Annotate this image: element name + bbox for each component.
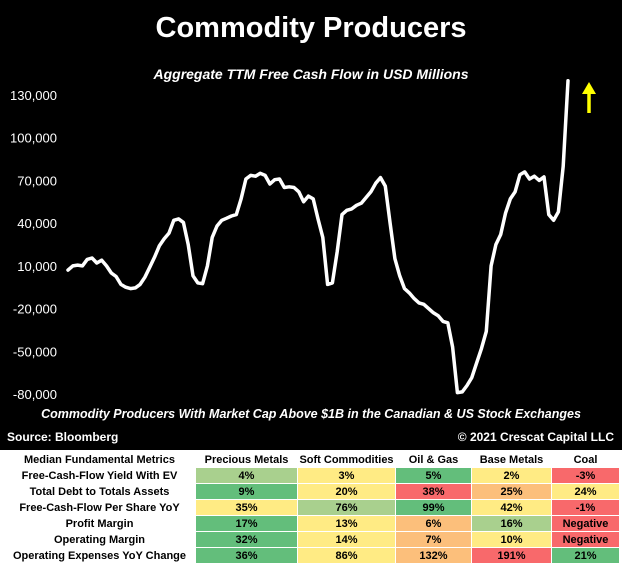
- metric-value-cell: 76%: [297, 499, 396, 516]
- line-chart: 130,000 100,000 70,000 40,000 10,000 -20,000 -…: [10, 79, 596, 402]
- metric-label: Operating Expenses YoY Change: [3, 547, 196, 564]
- metric-value-cell: 10%: [471, 531, 552, 548]
- metric-value-cell: 7%: [395, 531, 472, 548]
- metric-value-cell: 6%: [395, 515, 472, 532]
- metric-value-cell: Negative: [551, 531, 620, 548]
- y-tick-label: 130,000: [10, 88, 57, 103]
- table-header-row: Median Fundamental Metrics Precious Metal…: [3, 452, 620, 468]
- table-header-column: Oil & Gas: [395, 452, 472, 468]
- metric-value-cell: 25%: [471, 483, 552, 500]
- chart-title: Commodity Producers: [155, 12, 467, 44]
- y-tick-label: 100,000: [10, 131, 57, 146]
- chart-panel: 130,000 100,000 70,000 40,000 10,000 -20,000 -…: [0, 0, 622, 450]
- metric-value-cell: 16%: [471, 515, 552, 532]
- metric-value-cell: 13%: [297, 515, 396, 532]
- fcf-series-line: [66, 79, 570, 395]
- metric-value-cell: 20%: [297, 483, 396, 500]
- metric-value-cell: 2%: [471, 467, 552, 484]
- y-tick-label: 70,000: [17, 173, 57, 188]
- metric-value-cell: 4%: [195, 467, 298, 484]
- source-label: Source: Bloomberg: [7, 430, 119, 444]
- metric-value-cell: 17%: [195, 515, 298, 532]
- y-tick-label: -20,000: [13, 302, 57, 317]
- table-row: Free-Cash-Flow Per Share YoY 35% 76% 99% 42%…: [3, 499, 620, 516]
- metric-value-cell: 9%: [195, 483, 298, 500]
- table-header-column: Soft Commodities: [297, 452, 396, 468]
- table-header-metric: Median Fundamental Metrics: [3, 452, 196, 468]
- y-tick-label: -80,000: [13, 387, 57, 402]
- metric-value-cell: -1%: [551, 499, 620, 516]
- table-header-column: Base Metals: [471, 452, 552, 468]
- table-header-column: Coal: [551, 452, 620, 468]
- metric-value-cell: 99%: [395, 499, 472, 516]
- metric-value-cell: 36%: [195, 547, 298, 564]
- metric-value-cell: 86%: [297, 547, 396, 564]
- metric-value-cell: 132%: [395, 547, 472, 564]
- metric-value-cell: 38%: [395, 483, 472, 500]
- copyright-label: © 2021 Crescat Capital LLC: [457, 430, 614, 444]
- metric-value-cell: Negative: [551, 515, 620, 532]
- metric-label: Operating Margin: [3, 531, 196, 548]
- table-row: Total Debt to Totals Assets 9% 20% 38% 25% 24…: [3, 483, 620, 500]
- table-row: Profit Margin 17% 13% 6% 16% Negative: [3, 515, 620, 532]
- metrics-table: Median Fundamental Metrics Precious Metal…: [3, 452, 620, 564]
- metric-value-cell: 191%: [471, 547, 552, 564]
- table-row: Operating Expenses YoY Change 36% 86% 132% 1…: [3, 547, 620, 564]
- metric-label: Free-Cash-Flow Yield With EV: [3, 467, 196, 484]
- metric-value-cell: 24%: [551, 483, 620, 500]
- table-row: Operating Margin 32% 14% 7% 10% Negative: [3, 531, 620, 548]
- metric-value-cell: 32%: [195, 531, 298, 548]
- metric-label: Total Debt to Totals Assets: [3, 483, 196, 500]
- y-tick-label: -50,000: [13, 344, 57, 359]
- metric-value-cell: 14%: [297, 531, 396, 548]
- metric-label: Free-Cash-Flow Per Share YoY: [3, 499, 196, 516]
- table-row: Free-Cash-Flow Yield With EV 4% 3% 5% 2% -3%: [3, 467, 620, 484]
- table-body: Free-Cash-Flow Yield With EV 4% 3% 5% 2% -3% T…: [3, 467, 620, 564]
- metric-value-cell: -3%: [551, 467, 620, 484]
- y-tick-label: 40,000: [17, 216, 57, 231]
- chart-footnote: Commodity Producers With Market Cap Abov…: [41, 407, 581, 421]
- metric-label: Profit Margin: [3, 515, 196, 532]
- metric-value-cell: 21%: [551, 547, 620, 564]
- metric-value-cell: 42%: [471, 499, 552, 516]
- metric-value-cell: 35%: [195, 499, 298, 516]
- metric-value-cell: 5%: [395, 467, 472, 484]
- chart-subtitle: Aggregate TTM Free Cash Flow in USD Mill…: [153, 66, 469, 82]
- table-header-column: Precious Metals: [195, 452, 298, 468]
- y-tick-label: 10,000: [17, 259, 57, 274]
- metric-value-cell: 3%: [297, 467, 396, 484]
- up-arrow-icon: [582, 82, 596, 94]
